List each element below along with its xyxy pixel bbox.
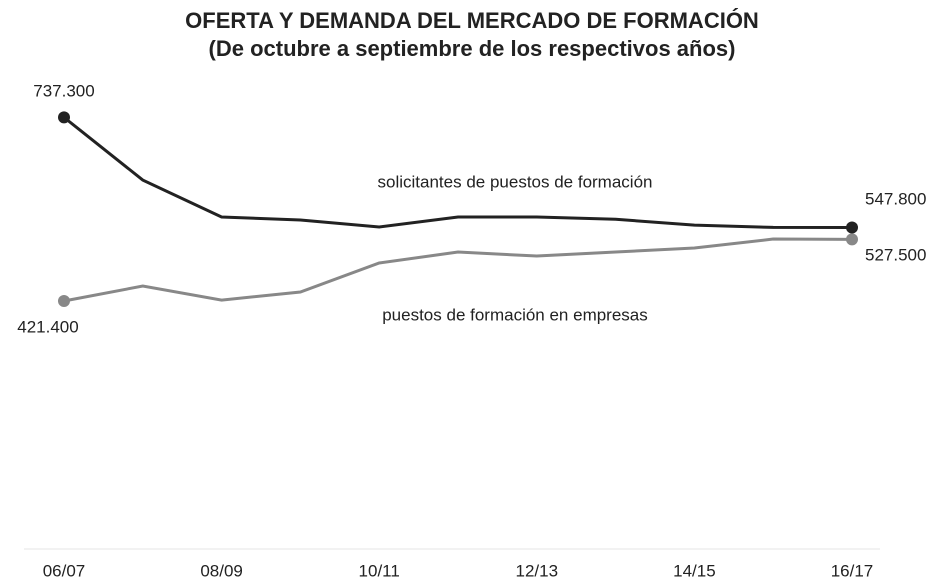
x-tick-label: 06/07 bbox=[43, 561, 86, 580]
x-tick-label: 08/09 bbox=[200, 561, 243, 580]
series-label: solicitantes de puestos de formación bbox=[378, 172, 653, 191]
x-tick-label: 14/15 bbox=[673, 561, 716, 580]
series-line bbox=[63, 237, 853, 303]
series-label: puestos de formación en empresas bbox=[382, 305, 648, 324]
x-tick-label: 12/13 bbox=[516, 561, 559, 580]
point bbox=[58, 295, 70, 308]
series-line bbox=[63, 116, 853, 230]
data-label: 737.300 bbox=[33, 81, 94, 100]
point bbox=[58, 111, 70, 124]
point bbox=[846, 221, 858, 234]
chart-title: OFERTA Y DEMANDA DEL MERCADO DE FORMACIÓ… bbox=[185, 8, 759, 33]
data-label: 421.400 bbox=[17, 317, 78, 336]
data-label: 547.800 bbox=[865, 189, 926, 208]
point bbox=[846, 233, 858, 246]
x-tick-label: 10/11 bbox=[359, 561, 400, 580]
x-tick-label: 16/17 bbox=[831, 561, 874, 580]
data-label: 527.500 bbox=[865, 245, 926, 264]
chart-subtitle: (De octubre a septiembre de los respecti… bbox=[209, 36, 736, 61]
